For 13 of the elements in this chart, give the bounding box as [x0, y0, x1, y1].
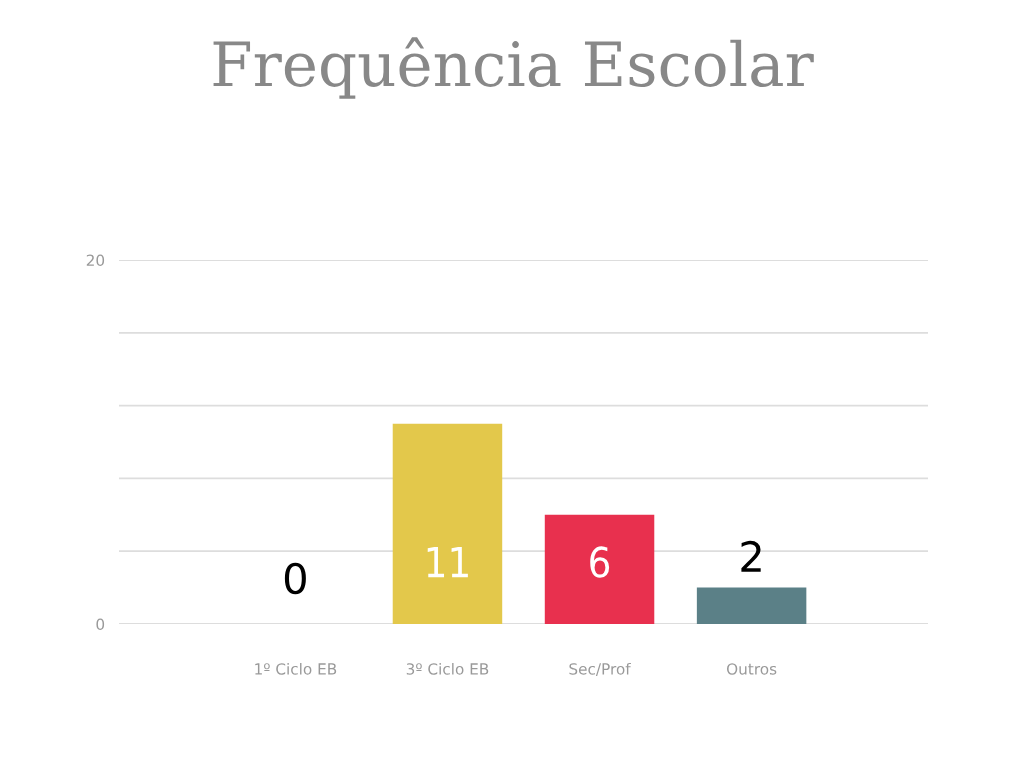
x-tick-label: Outros — [726, 663, 777, 675]
data-label: 2 — [741, 540, 761, 572]
x-tick-label: 3º Ciclo EB — [406, 662, 489, 675]
data-label: 11 — [427, 546, 468, 578]
bar — [696, 587, 807, 624]
data-label: 6 — [590, 546, 610, 578]
bar — [392, 423, 503, 624]
bar — [544, 514, 655, 624]
x-tick-label: 1º Ciclo EB — [255, 662, 337, 675]
y-tick-label: 20 — [86, 254, 105, 267]
x-tick-label: Sec/Prof — [569, 662, 631, 676]
data-label: 0 — [284, 562, 306, 595]
chart-title: Frequência Escolar — [213, 37, 814, 99]
